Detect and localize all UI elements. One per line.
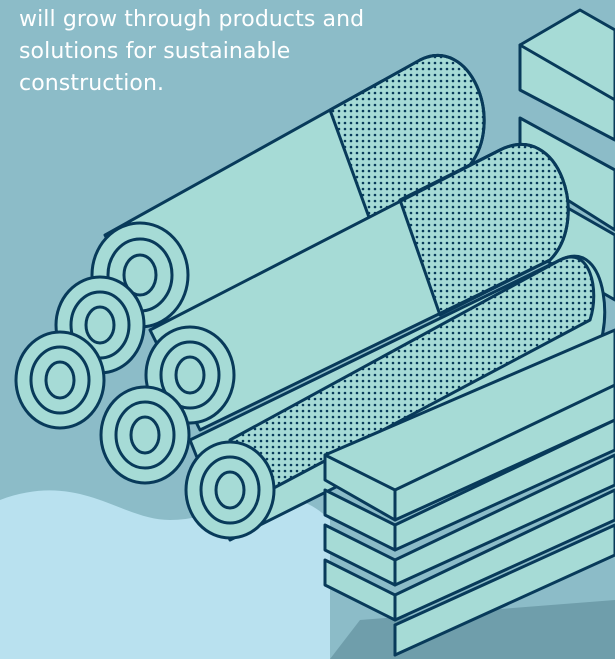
roll-end: [16, 332, 104, 428]
caption-line: construction.: [19, 68, 399, 100]
caption-line: solutions for sustainable: [19, 36, 399, 68]
roll-end: [186, 442, 274, 538]
caption-text: will grow through products and solutions…: [19, 4, 399, 100]
caption-line: will grow through products and: [19, 4, 399, 36]
roll-end: [101, 387, 189, 483]
